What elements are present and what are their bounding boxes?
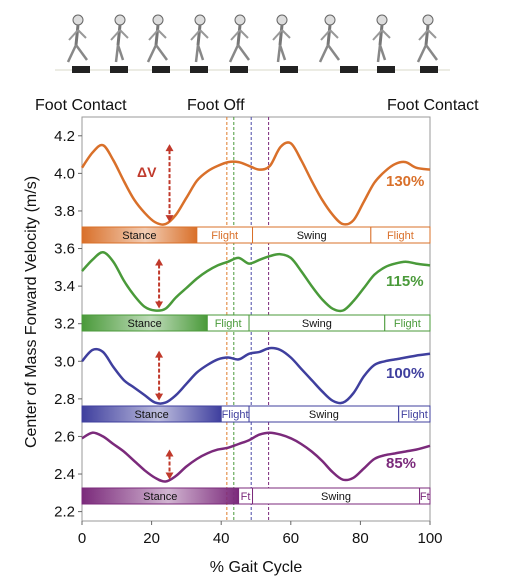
- phase-label: Swing: [297, 230, 327, 242]
- event-label-foot-off: Foot Off: [187, 97, 245, 114]
- skeleton-figure: [372, 14, 391, 63]
- arrow-head: [165, 449, 174, 457]
- y-tick-label: 3.0: [54, 353, 75, 370]
- phase-label: Flight: [387, 230, 414, 242]
- phase-label: Swing: [321, 491, 351, 503]
- phase-segment: [384, 314, 431, 332]
- y-tick-label: 2.6: [54, 428, 75, 445]
- y-tick-label: 2.2: [54, 504, 75, 521]
- force-plate: [190, 66, 208, 73]
- force-plate: [420, 66, 438, 73]
- delta-v-label: ΔV: [137, 164, 157, 180]
- arrow-head: [155, 301, 164, 309]
- arrow-head: [155, 350, 164, 358]
- series-line: [81, 431, 431, 483]
- force-plate: [230, 66, 248, 73]
- x-tick-label: 100: [417, 530, 442, 547]
- series-label: 85%: [386, 455, 416, 472]
- phase-label: Stance: [134, 409, 168, 421]
- skeleton-figure: [272, 14, 291, 63]
- series-label: 100%: [386, 365, 424, 382]
- y-tick-label: 2.4: [54, 466, 75, 483]
- arrow-head: [165, 215, 174, 223]
- y-tick-label: 4.0: [54, 165, 75, 182]
- phase-segment: [398, 405, 431, 423]
- series-line: [81, 251, 431, 313]
- y-tick-label: 3.2: [54, 316, 75, 333]
- phase-label: Stance: [128, 318, 162, 330]
- skeleton-figure: [318, 14, 341, 63]
- phase-label: Flight: [401, 409, 428, 421]
- phase-bars: Stance Flight Swing Flight Stance Flight Swing…: [81, 226, 431, 505]
- y-axis-title: Center of Mass Forward Velocity (m/s): [23, 176, 40, 448]
- event-label-foot-contact-end: Foot Contact: [387, 97, 479, 114]
- force-plate: [110, 66, 128, 73]
- y-axis: 2.2 2.4 2.6 2.8 3.0 3.2 3.4 3.6 3.8 4.0 4.2: [54, 128, 82, 521]
- phase-label: Ft: [241, 491, 251, 503]
- x-tick-label: 0: [78, 530, 86, 547]
- arrow-head: [155, 258, 164, 266]
- series-line: [80, 141, 431, 226]
- phase-label: Flight: [394, 318, 421, 330]
- event-label-foot-contact-start: Foot Contact: [35, 97, 127, 114]
- phase-label: Ft: [420, 491, 430, 503]
- phase-label: Swing: [302, 318, 332, 330]
- series-label: 115%: [386, 273, 424, 290]
- x-tick-label: 40: [213, 530, 230, 547]
- skeleton-figure: [416, 14, 439, 63]
- phase-label: Flight: [215, 318, 242, 330]
- skeleton-figure: [228, 14, 251, 63]
- skeleton-figure: [110, 14, 129, 63]
- series-layer: 130% 115% 100% 85%: [80, 141, 431, 483]
- phase-segment: [419, 487, 431, 505]
- series-line: [81, 346, 431, 405]
- phase-label: Stance: [122, 230, 156, 242]
- phase-label: Flight: [211, 230, 238, 242]
- skeleton-figure: [190, 14, 209, 63]
- x-axis-title: % Gait Cycle: [210, 559, 303, 576]
- phase-label: Stance: [143, 491, 177, 503]
- y-tick-label: 2.8: [54, 391, 75, 408]
- phase-segment: [370, 226, 431, 244]
- force-plate: [280, 66, 298, 73]
- y-tick-label: 3.8: [54, 203, 75, 220]
- skeleton-figure: [146, 14, 169, 63]
- arrow-head: [165, 144, 174, 152]
- force-plate: [72, 66, 90, 73]
- x-tick-label: 60: [282, 530, 299, 547]
- y-tick-label: 3.6: [54, 241, 75, 258]
- skeleton-figure: [66, 14, 89, 63]
- force-plate: [340, 66, 358, 73]
- force-plate: [152, 66, 170, 73]
- arrow-head: [165, 472, 174, 480]
- running-skeleton-illustration: [55, 14, 450, 73]
- force-plate: [377, 66, 395, 73]
- x-axis: 0 20 40 60 80 100: [78, 521, 443, 547]
- x-tick-label: 20: [143, 530, 160, 547]
- phase-label: Flight: [222, 409, 249, 421]
- y-tick-label: 4.2: [54, 128, 75, 145]
- y-tick-label: 3.4: [54, 278, 75, 295]
- phase-label: Swing: [309, 409, 339, 421]
- series-label: 130%: [386, 173, 424, 190]
- x-tick-label: 80: [352, 530, 369, 547]
- arrow-head: [155, 393, 164, 401]
